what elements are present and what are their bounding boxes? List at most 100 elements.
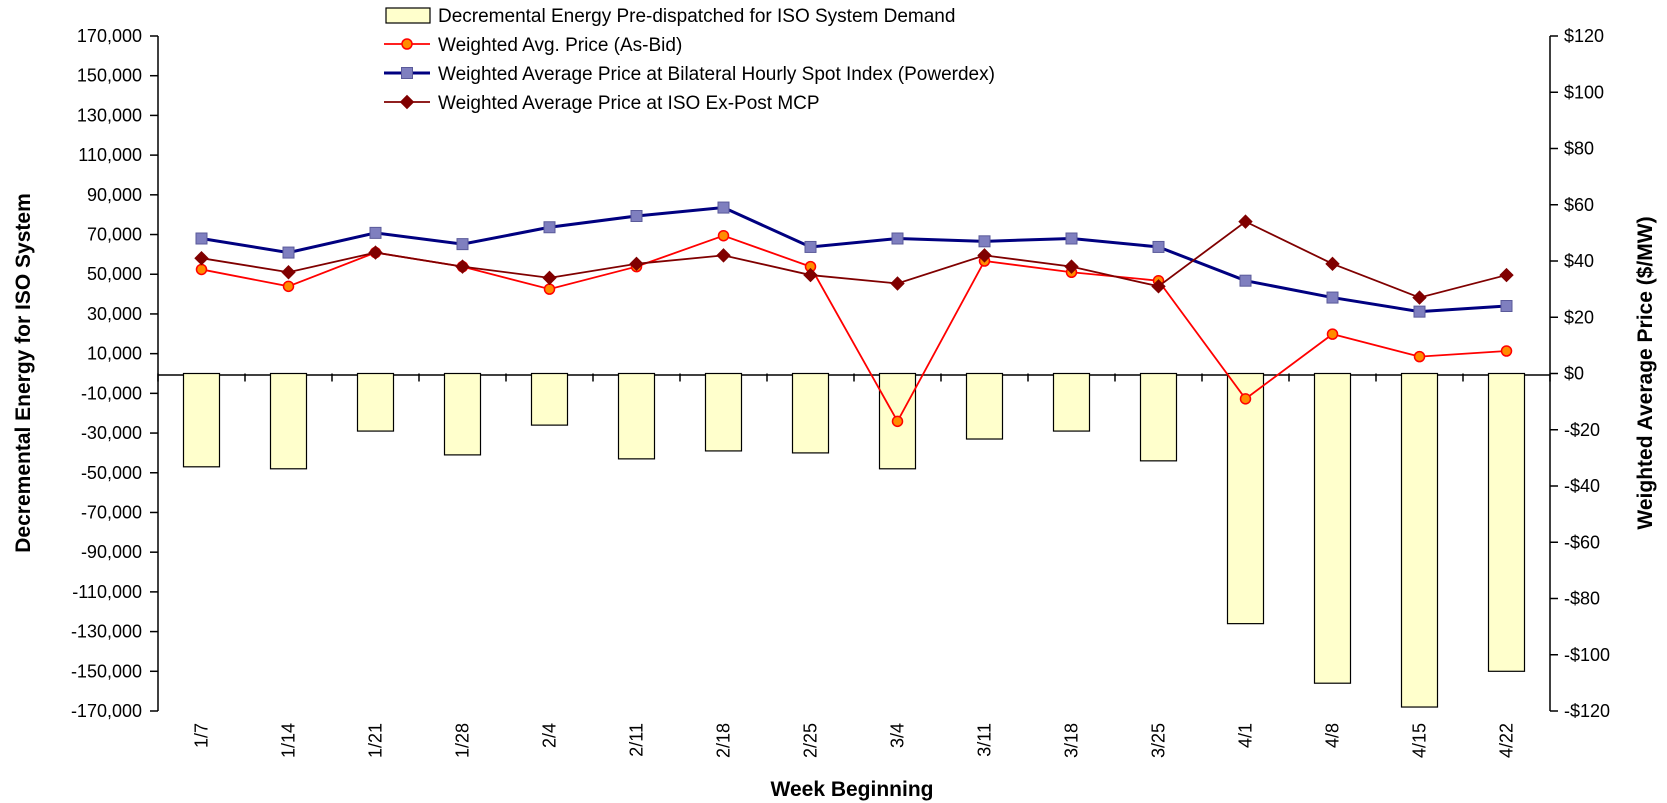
x-tick-label: 1/28 bbox=[453, 723, 473, 758]
left-tick-label: 90,000 bbox=[87, 185, 142, 205]
series-point bbox=[1238, 214, 1253, 229]
left-tick-label: 170,000 bbox=[77, 26, 142, 46]
series-point bbox=[194, 250, 209, 266]
series-point bbox=[281, 265, 296, 280]
series-point bbox=[629, 256, 644, 272]
x-tick-label: 4/1 bbox=[1236, 723, 1256, 748]
y-axis-title: Decremental Energy for ISO System bbox=[12, 193, 35, 552]
legend-label: Weighted Average Price at ISO Ex-Post MC… bbox=[438, 93, 820, 114]
bar bbox=[1487, 372, 1526, 672]
left-tick-label: 150,000 bbox=[77, 66, 142, 86]
series-point bbox=[1413, 305, 1426, 318]
series-point bbox=[1500, 300, 1513, 312]
left-tick-label: 110,000 bbox=[78, 145, 142, 165]
x-tick-label: 3/11 bbox=[975, 723, 995, 757]
left-tick-label: -10,000 bbox=[81, 383, 142, 403]
series-point bbox=[543, 221, 556, 234]
left-tick-label: -110,000 bbox=[72, 582, 142, 602]
right-tick-label: $20 bbox=[1564, 307, 1594, 327]
series-point bbox=[1325, 256, 1340, 272]
series-point bbox=[369, 226, 382, 239]
series-point bbox=[977, 248, 992, 263]
legend-label: Decremental Energy Pre-dispatched for IS… bbox=[438, 6, 955, 27]
series-line bbox=[201, 234, 1507, 424]
series-point bbox=[717, 201, 730, 214]
right-tick-label: $100 bbox=[1564, 82, 1604, 102]
series-point bbox=[1065, 232, 1078, 245]
bar-series bbox=[182, 372, 1526, 708]
series-point bbox=[542, 270, 557, 286]
series-point bbox=[716, 248, 731, 263]
bar bbox=[791, 372, 830, 454]
x-tick-label: 1/7 bbox=[192, 723, 212, 748]
series-point bbox=[890, 276, 905, 291]
series-point bbox=[1152, 240, 1165, 253]
x-tick-label: 2/11 bbox=[627, 723, 647, 757]
right-tick-label: -$80 bbox=[1564, 589, 1600, 609]
y2-axis-title: Weighted Average Price ($/MW) bbox=[1634, 216, 1657, 529]
bar bbox=[1052, 372, 1091, 432]
bar bbox=[1400, 372, 1439, 708]
series-point bbox=[1239, 393, 1252, 405]
series-point bbox=[1326, 328, 1339, 340]
series-point bbox=[1413, 350, 1426, 363]
left-tick-label: -150,000 bbox=[71, 661, 142, 681]
series-point bbox=[1064, 259, 1079, 274]
x-tick-label: 4/8 bbox=[1323, 723, 1343, 748]
right-tick-label: -$20 bbox=[1564, 420, 1600, 440]
bar bbox=[1226, 372, 1265, 625]
left-tick-label: 50,000 bbox=[87, 264, 142, 284]
series-line bbox=[201, 220, 1507, 299]
right-tick-label: $120 bbox=[1564, 26, 1604, 46]
series-point bbox=[543, 283, 556, 295]
left-axis-ticks: 170,000 150,000 130,000 110,000 90,000 70,000… bbox=[71, 26, 158, 721]
series-point bbox=[1412, 290, 1427, 305]
legend-label: Weighted Average Price at Bilateral Hour… bbox=[438, 64, 995, 85]
series-point bbox=[891, 232, 904, 245]
bar bbox=[1313, 372, 1352, 684]
left-tick-label: -50,000 bbox=[81, 463, 142, 483]
legend-marker bbox=[401, 67, 413, 79]
bar bbox=[704, 372, 743, 452]
series-point bbox=[1239, 274, 1252, 287]
x-tick-label: 4/22 bbox=[1497, 723, 1517, 758]
left-tick-label: -130,000 bbox=[71, 622, 142, 642]
x-tick-label: 3/18 bbox=[1062, 723, 1082, 758]
x-tick-label: 1/21 bbox=[366, 723, 386, 758]
left-tick-label: 30,000 bbox=[87, 304, 142, 324]
series-point bbox=[195, 263, 208, 276]
series-point bbox=[455, 259, 470, 274]
series-point bbox=[195, 232, 208, 245]
x-tick-label: 2/18 bbox=[714, 723, 734, 758]
series-point bbox=[282, 280, 295, 293]
legend: Decremental Energy Pre-dispatched for IS… bbox=[384, 6, 995, 114]
line-series bbox=[194, 201, 1514, 428]
right-axis-ticks: $120 $100 $80 $60 $40 $20 $0 -$20 -$40 -$60 -$80 -$… bbox=[1550, 26, 1610, 721]
right-tick-label: -$60 bbox=[1564, 532, 1600, 552]
x-tick-label: 2/25 bbox=[801, 723, 821, 758]
left-tick-label: -70,000 bbox=[81, 502, 142, 522]
series-point bbox=[1326, 291, 1339, 304]
series-point bbox=[891, 415, 904, 428]
right-tick-label: $60 bbox=[1564, 195, 1594, 215]
left-tick-label: -30,000 bbox=[81, 423, 142, 443]
series-point bbox=[717, 229, 730, 242]
legend-marker bbox=[399, 94, 415, 110]
bar bbox=[356, 372, 395, 432]
right-tick-label: $40 bbox=[1564, 251, 1594, 271]
left-tick-label: 70,000 bbox=[87, 225, 142, 245]
left-tick-label: -90,000 bbox=[81, 542, 142, 562]
series-point bbox=[368, 245, 383, 260]
series-point bbox=[1499, 267, 1514, 283]
series-point bbox=[456, 238, 469, 251]
x-tick-label: 1/14 bbox=[279, 723, 299, 758]
series-point bbox=[803, 267, 818, 283]
x-tick-label: 3/4 bbox=[888, 723, 908, 748]
x-tick-label: 3/25 bbox=[1149, 723, 1169, 758]
left-tick-label: 130,000 bbox=[77, 105, 142, 125]
bar bbox=[617, 372, 656, 460]
legend-marker bbox=[401, 38, 413, 50]
right-tick-label: -$120 bbox=[1564, 701, 1610, 721]
bar bbox=[182, 372, 221, 468]
